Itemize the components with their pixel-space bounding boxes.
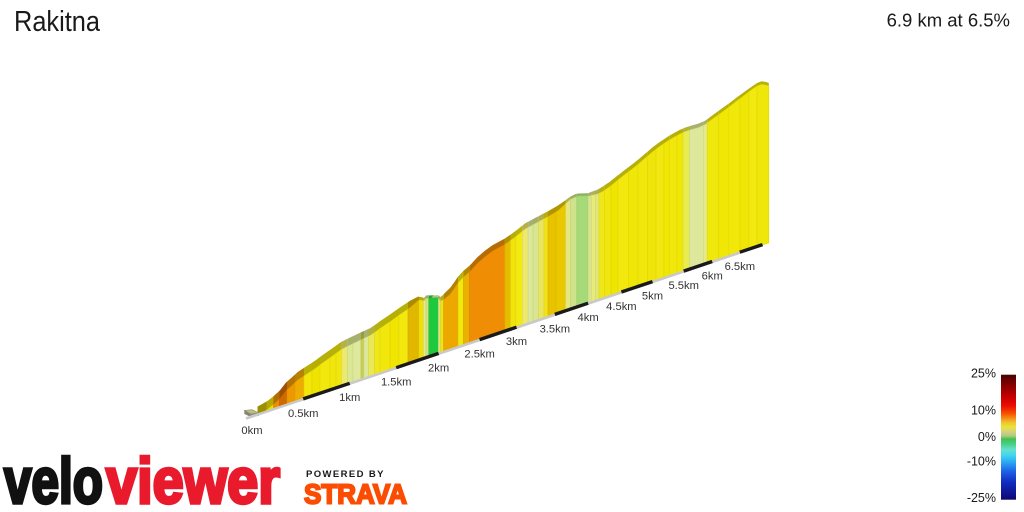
svg-text:POWERED BY: POWERED BY bbox=[306, 469, 385, 480]
svg-text:-10%: -10% bbox=[967, 455, 996, 469]
svg-text:3.5km: 3.5km bbox=[540, 323, 570, 335]
svg-text:6.5km: 6.5km bbox=[725, 261, 755, 273]
svg-text:1km: 1km bbox=[339, 392, 360, 404]
svg-text:4km: 4km bbox=[578, 312, 599, 324]
svg-text:6.9 km at 6.5%: 6.9 km at 6.5% bbox=[887, 10, 1010, 31]
svg-text:-25%: -25% bbox=[967, 491, 996, 505]
svg-text:0.5km: 0.5km bbox=[288, 408, 318, 420]
svg-text:STRAVA: STRAVA bbox=[304, 479, 407, 510]
svg-text:viewer: viewer bbox=[106, 445, 280, 512]
svg-text:5.5km: 5.5km bbox=[668, 280, 698, 292]
svg-text:4.5km: 4.5km bbox=[606, 301, 636, 313]
svg-text:3km: 3km bbox=[506, 336, 527, 348]
svg-text:2km: 2km bbox=[428, 362, 449, 374]
svg-text:velo: velo bbox=[4, 445, 103, 512]
svg-text:0km: 0km bbox=[241, 425, 262, 437]
svg-text:6km: 6km bbox=[702, 270, 723, 282]
svg-text:10%: 10% bbox=[971, 403, 996, 417]
svg-text:5km: 5km bbox=[642, 290, 663, 302]
svg-text:0%: 0% bbox=[978, 430, 996, 444]
svg-text:Rakitna: Rakitna bbox=[14, 6, 101, 38]
svg-text:2.5km: 2.5km bbox=[464, 348, 494, 360]
svg-text:25%: 25% bbox=[971, 366, 996, 380]
svg-text:1.5km: 1.5km bbox=[381, 377, 411, 389]
